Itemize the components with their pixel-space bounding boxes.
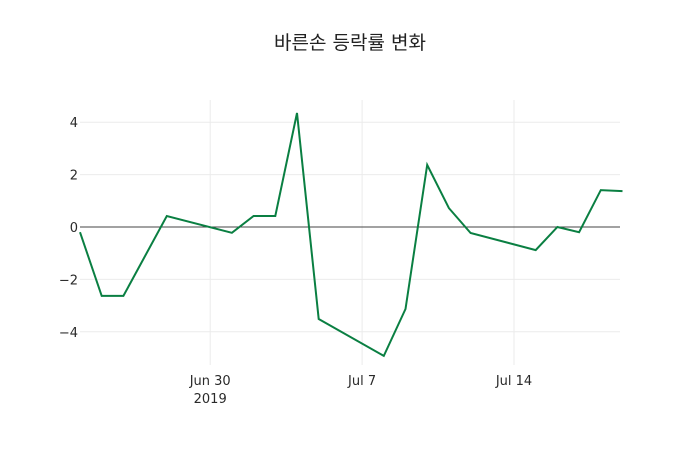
x-tick-label: Jul 14 — [495, 374, 532, 389]
series-polyline — [79, 112, 623, 358]
x-tick-sublabel: 2019 — [194, 392, 227, 407]
y-tick-label: −2 — [59, 273, 78, 288]
y-tick-label: 4 — [70, 116, 78, 131]
series-line — [79, 112, 623, 358]
x-axis: Jun 30 2019 Jul 7 Jul 14 — [189, 374, 532, 407]
y-tick-label: 2 — [70, 169, 78, 184]
x-tick-label: Jun 30 — [189, 374, 231, 389]
grid-lines — [80, 100, 620, 365]
y-tick-label: 0 — [70, 221, 78, 236]
y-axis: 4 2 0 −2 −4 — [59, 116, 78, 341]
x-tick-label: Jul 7 — [347, 374, 376, 389]
chart-title: 바른손 등락률 변화 — [274, 32, 426, 54]
y-tick-label: −4 — [59, 326, 78, 341]
